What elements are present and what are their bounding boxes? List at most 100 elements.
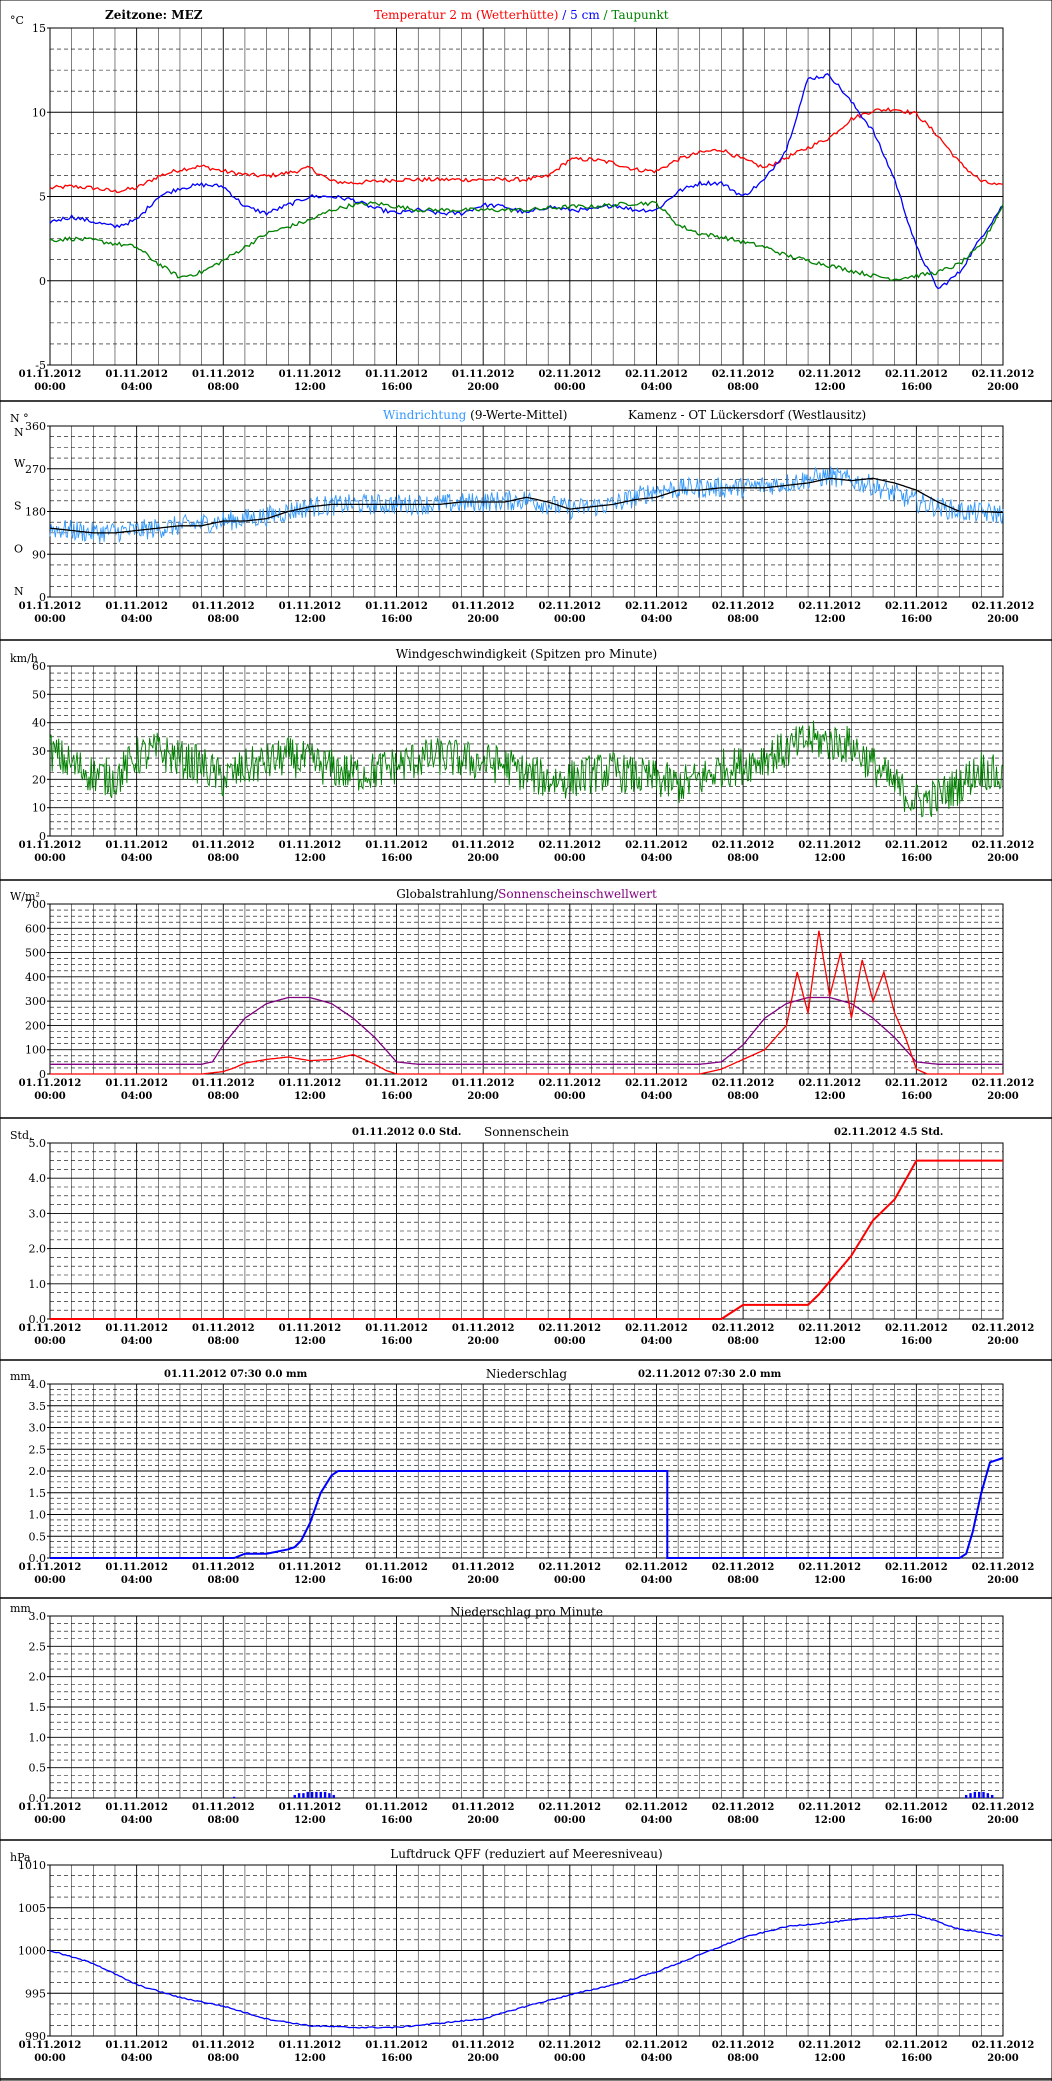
y-tick-label: 0.0 xyxy=(29,1552,47,1565)
x-tick-date: 02.11.2012 xyxy=(798,601,861,612)
x-tick-time: 16:00 xyxy=(901,614,933,625)
y-tick-label: 40 xyxy=(32,717,46,730)
compass-label: O xyxy=(14,542,23,555)
title-part: Luftdruck QFF (reduziert auf Meeresnivea… xyxy=(390,1847,662,1861)
x-tick-date: 02.11.2012 xyxy=(972,1323,1035,1334)
x-tick-time: 00:00 xyxy=(34,614,66,625)
x-tick-date: 01.11.2012 xyxy=(452,2040,515,2051)
series-line xyxy=(49,1913,1003,2029)
x-tick-date: 02.11.2012 xyxy=(538,1323,601,1334)
precip-bar xyxy=(232,1796,236,1798)
x-tick-time: 16:00 xyxy=(901,1336,933,1347)
series-line xyxy=(50,1159,1003,1320)
x-tick-time: 00:00 xyxy=(34,1815,66,1826)
y-tick-label: 0.5 xyxy=(29,1762,47,1775)
y-tick-label: 990 xyxy=(25,2030,46,2043)
x-tick-time: 16:00 xyxy=(901,1815,933,1826)
x-tick-date: 02.11.2012 xyxy=(798,1323,861,1334)
y-axis-label: mm xyxy=(10,1602,31,1615)
chart-precipitation: 0.0 0.5 1.0 1.5 2.0 2.5 3.0 3.5 4.0mm Niederschla… xyxy=(0,1367,1052,1599)
x-tick-date: 01.11.2012 xyxy=(279,1562,342,1573)
y-tick-label: 10 xyxy=(32,802,46,815)
series-line xyxy=(49,720,1004,818)
x-tick-date: 01.11.2012 xyxy=(279,369,342,380)
x-tick-date: 01.11.2012 xyxy=(105,2040,168,2051)
title-part: Taupunkt xyxy=(608,8,669,22)
x-tick-date: 02.11.2012 xyxy=(972,840,1035,851)
x-tick-time: 04:00 xyxy=(641,1336,673,1347)
y-tick-label: 90 xyxy=(32,548,46,561)
compass-label: W xyxy=(14,457,26,470)
x-tick-time: 20:00 xyxy=(987,382,1019,393)
y-tick-label: 1010 xyxy=(18,1859,46,1872)
x-tick-time: 20:00 xyxy=(467,382,499,393)
x-tick-date: 02.11.2012 xyxy=(538,1562,601,1573)
y-tick-label: 1005 xyxy=(18,1902,46,1915)
x-tick-time: 08:00 xyxy=(208,614,240,625)
x-tick-time: 16:00 xyxy=(901,1091,933,1102)
y-tick-label: 5.0 xyxy=(29,1137,47,1150)
x-tick-date: 02.11.2012 xyxy=(712,1323,775,1334)
x-tick-date: 01.11.2012 xyxy=(365,1802,428,1813)
x-tick-time: 12:00 xyxy=(814,2053,846,2064)
precip-bar xyxy=(969,1793,972,1798)
x-tick-date: 01.11.2012 xyxy=(105,601,168,612)
x-tick-date: 01.11.2012 xyxy=(452,1078,515,1089)
x-tick-time: 04:00 xyxy=(121,853,153,864)
x-tick-date: 01.11.2012 xyxy=(365,1323,428,1334)
x-tick-date: 02.11.2012 xyxy=(712,369,775,380)
y-axis-label: W/m² xyxy=(10,890,40,903)
chart-precipitation_per_minute: 0.0 0.5 1.0 1.5 2.0 2.5 3.0mm Niederschlag pro … xyxy=(0,1602,1052,1841)
x-tick-time: 12:00 xyxy=(814,853,846,864)
x-tick-time: 16:00 xyxy=(381,2053,413,2064)
y-axis-label: mm xyxy=(10,1370,31,1383)
x-tick-date: 01.11.2012 xyxy=(452,369,515,380)
x-tick-time: 08:00 xyxy=(727,614,759,625)
y-tick-label: 0.5 xyxy=(29,1530,47,1543)
x-tick-date: 01.11.2012 xyxy=(192,2040,255,2051)
x-tick-date: 02.11.2012 xyxy=(885,1802,948,1813)
x-tick-time: 20:00 xyxy=(987,1336,1019,1347)
x-tick-time: 16:00 xyxy=(381,1336,413,1347)
x-tick-date: 02.11.2012 xyxy=(538,840,601,851)
x-tick-time: 20:00 xyxy=(987,853,1019,864)
y-axis-label: Std. xyxy=(10,1129,33,1142)
y-tick-label: 1.0 xyxy=(29,1278,47,1291)
x-tick-time: 20:00 xyxy=(467,2053,499,2064)
x-tick-time: 08:00 xyxy=(208,1336,240,1347)
x-tick-date: 02.11.2012 xyxy=(712,601,775,612)
chart-title: Temperatur 2 m (Wetterhütte) / 5 cm / Ta… xyxy=(374,8,669,22)
chart-title: Windgeschwindigkeit (Spitzen pro Minute) xyxy=(396,647,658,661)
x-tick-time: 12:00 xyxy=(294,382,326,393)
y-tick-label: 0.0 xyxy=(29,1792,47,1805)
total-annotation: 01.11.2012 07:30 0.0 mm xyxy=(164,1369,308,1380)
x-tick-date: 01.11.2012 xyxy=(19,2040,82,2051)
x-tick-time: 16:00 xyxy=(901,2053,933,2064)
y-axis-label: °C xyxy=(10,14,24,27)
y-tick-label: 2.0 xyxy=(29,1671,47,1684)
series-line xyxy=(49,477,1004,534)
y-tick-label: 20 xyxy=(32,773,46,786)
x-tick-date: 01.11.2012 xyxy=(19,1078,82,1089)
x-tick-date: 02.11.2012 xyxy=(798,1562,861,1573)
x-tick-date: 02.11.2012 xyxy=(625,1802,688,1813)
x-tick-date: 02.11.2012 xyxy=(712,1802,775,1813)
y-tick-label: 4.0 xyxy=(29,1378,47,1391)
x-tick-time: 08:00 xyxy=(727,1575,759,1586)
title-part: Niederschlag xyxy=(486,1367,568,1381)
x-tick-date: 02.11.2012 xyxy=(885,601,948,612)
x-tick-time: 04:00 xyxy=(121,1336,153,1347)
chart-title: Windrichtung (9-Werte-Mittel) xyxy=(383,408,567,422)
x-tick-time: 16:00 xyxy=(901,853,933,864)
y-tick-label: 360 xyxy=(25,420,46,433)
x-tick-time: 08:00 xyxy=(208,853,240,864)
compass-label: N xyxy=(14,585,24,598)
precip-bar xyxy=(328,1793,331,1798)
x-tick-date: 02.11.2012 xyxy=(625,840,688,851)
x-tick-time: 12:00 xyxy=(294,1815,326,1826)
title-part: Temperatur 2 m (Wetterhütte) xyxy=(374,8,558,22)
x-tick-time: 20:00 xyxy=(467,614,499,625)
x-tick-time: 12:00 xyxy=(814,1575,846,1586)
chart-title: Globalstrahlung/Sonnenscheinschwellwert xyxy=(396,887,657,901)
